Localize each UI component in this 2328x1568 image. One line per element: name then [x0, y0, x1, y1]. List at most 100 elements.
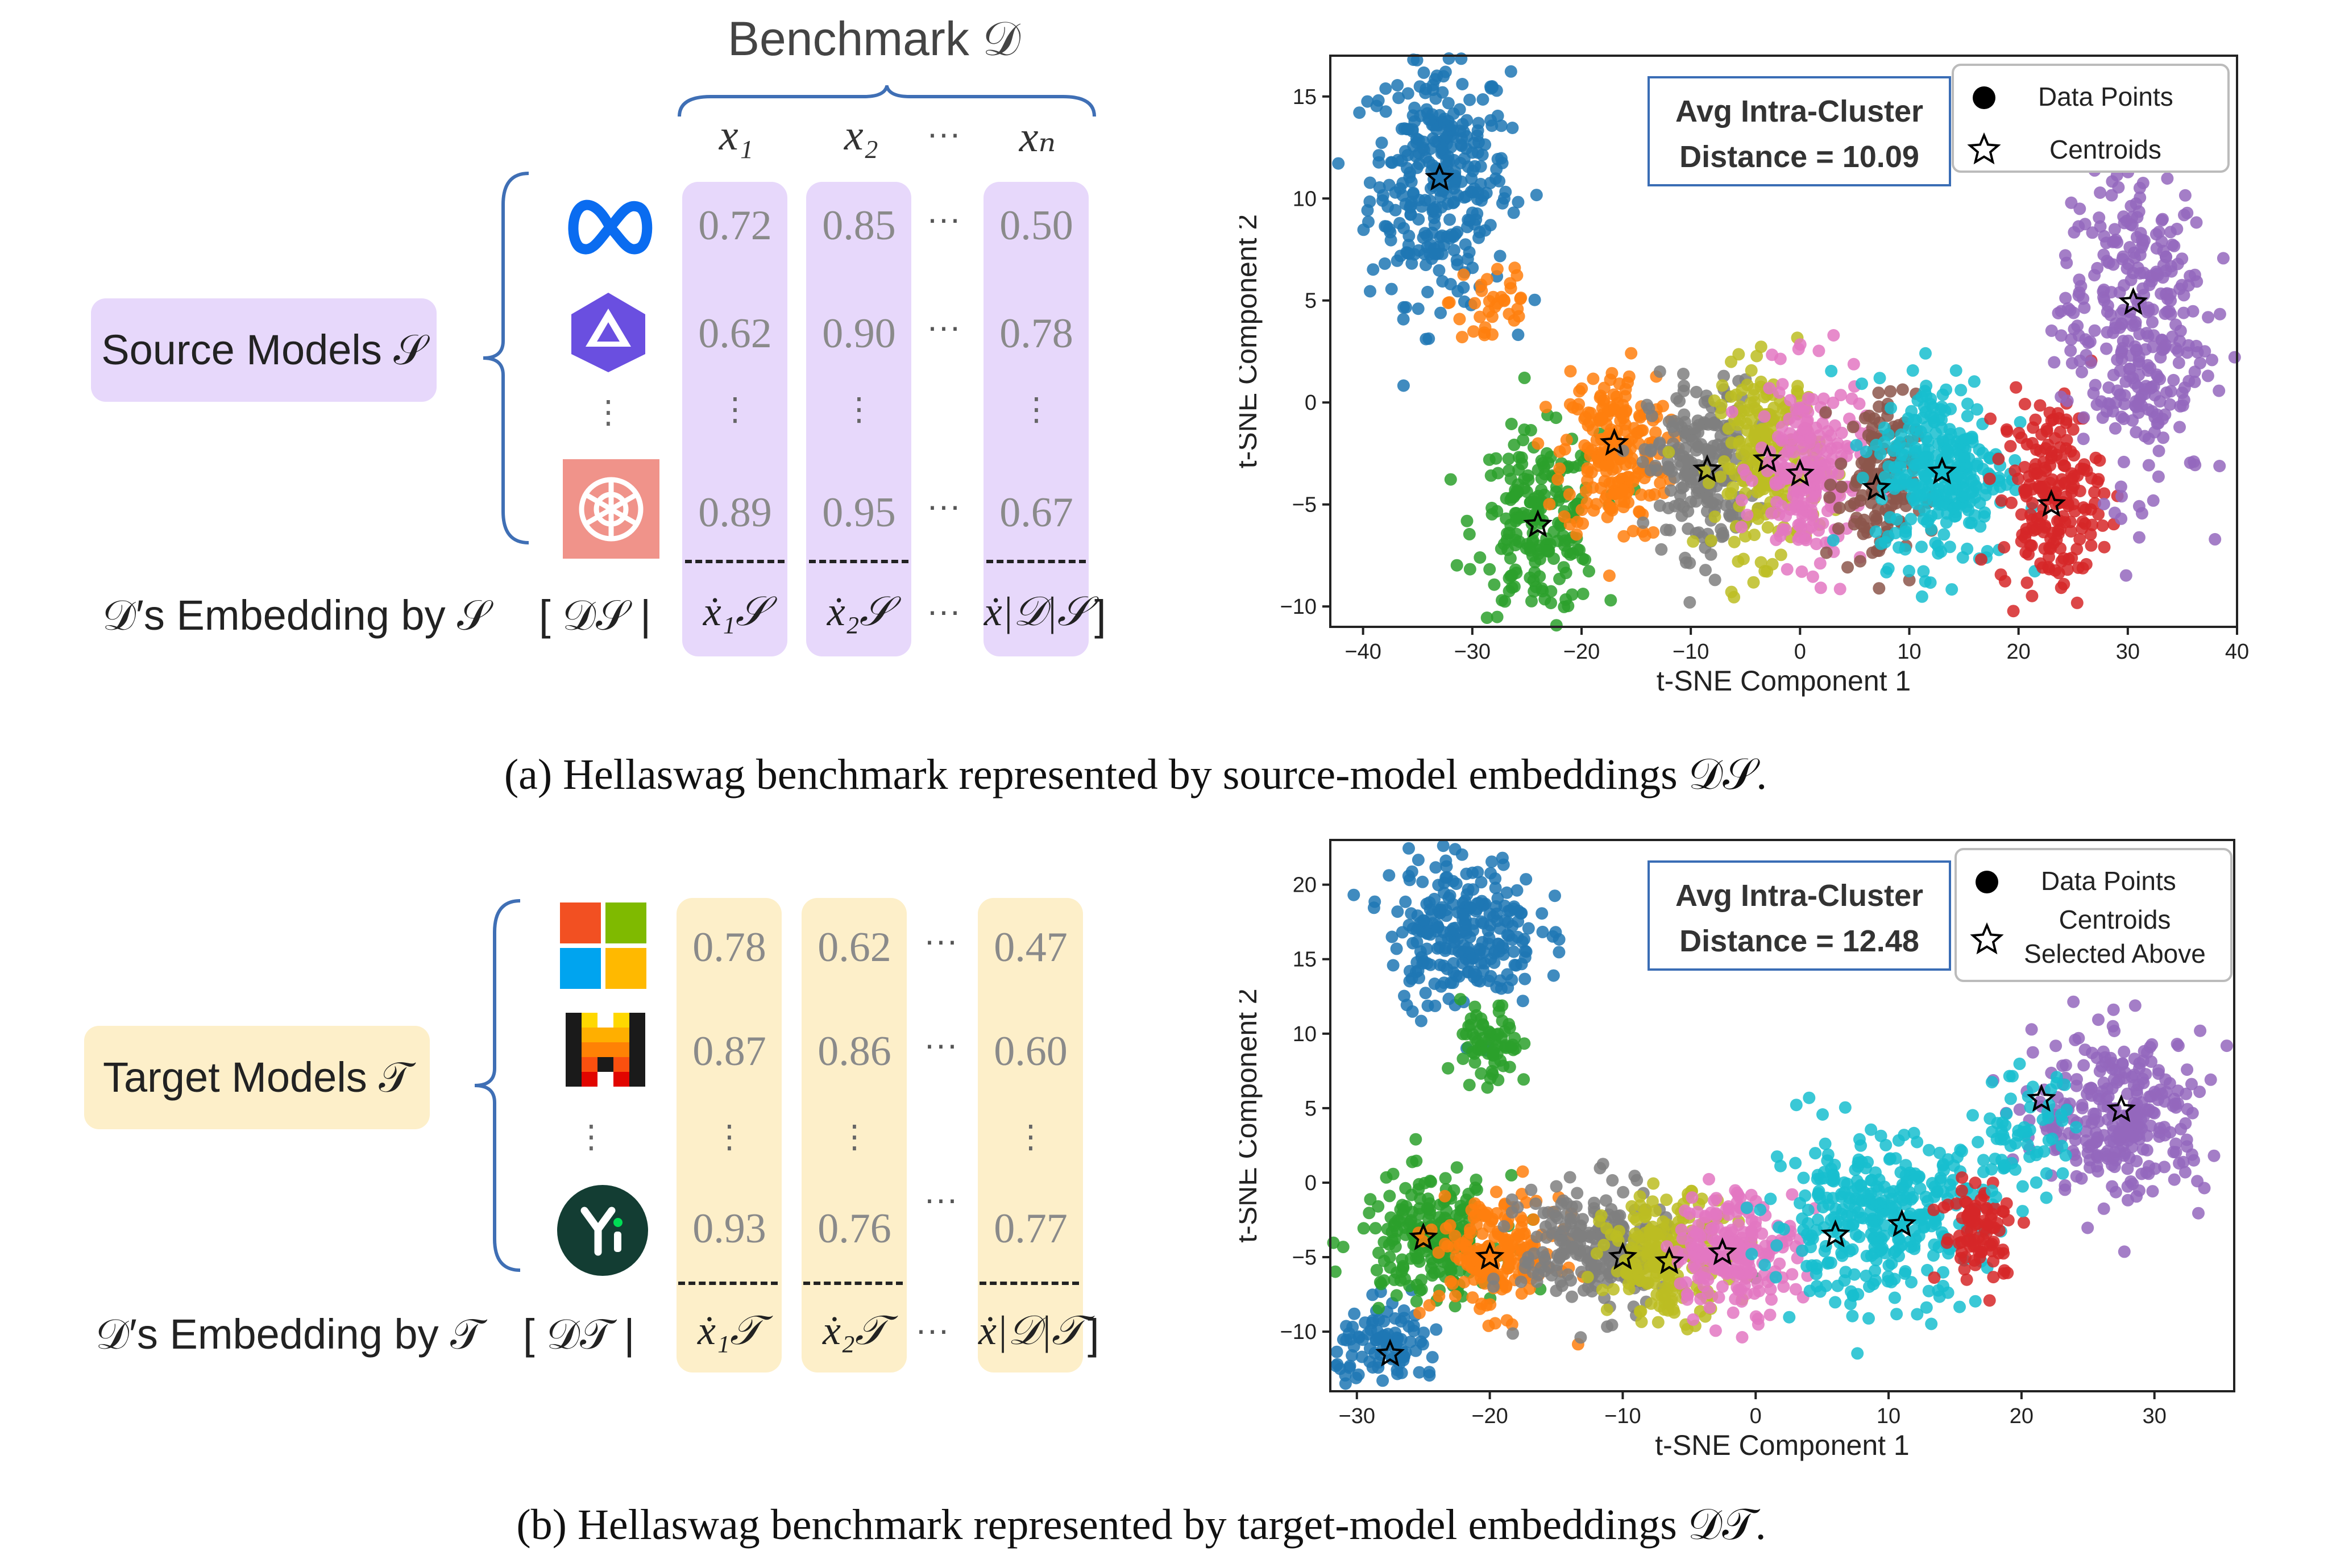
- data-point: [2228, 351, 2241, 364]
- data-point: [1761, 565, 1774, 578]
- data-point: [1883, 1153, 1896, 1166]
- data-point: [1396, 926, 1409, 939]
- data-point: [1439, 65, 1452, 78]
- data-point: [1381, 1222, 1394, 1236]
- data-point: [1343, 1359, 1356, 1372]
- data-point: [1369, 1222, 1382, 1235]
- legend-point-marker: [1973, 86, 1995, 109]
- data-point: [1474, 975, 1487, 988]
- data-point: [1340, 1320, 1352, 1333]
- data-point: [1547, 552, 1560, 565]
- data-point: [2044, 459, 2057, 472]
- data-point: [1394, 1203, 1407, 1216]
- data-point: [1413, 1284, 1426, 1297]
- y-tick-label: 20: [1293, 874, 1317, 897]
- data-point: [2118, 1045, 2131, 1058]
- data-point: [1965, 475, 1978, 488]
- data-point: [1647, 1177, 1660, 1190]
- data-point: [2035, 428, 2048, 441]
- data-point: [1637, 516, 1650, 529]
- data-point: [1406, 937, 1420, 950]
- legend-label: Data Points: [2041, 866, 2176, 896]
- data-point: [1728, 590, 1741, 604]
- data-point: [2204, 1073, 2217, 1086]
- data-point: [1370, 1334, 1383, 1347]
- data-point: [1484, 80, 1497, 93]
- data-point: [2168, 1173, 2181, 1186]
- data-point: [1499, 1040, 1512, 1053]
- data-point: [1754, 340, 1767, 353]
- data-point: [1854, 555, 1867, 568]
- data-point: [1964, 1224, 1977, 1237]
- data-point: [1625, 452, 1638, 465]
- data-point: [1452, 945, 1465, 958]
- data-point: [1588, 1258, 1601, 1271]
- data-point: [1564, 365, 1577, 378]
- y-tick-label: 5: [1305, 289, 1317, 313]
- data-point: [1662, 446, 1675, 459]
- data-point: [1725, 405, 1738, 418]
- data-point: [1687, 535, 1700, 548]
- data-point: [1835, 426, 1848, 439]
- data-point: [1729, 1292, 1742, 1305]
- data-point: [1435, 201, 1448, 214]
- data-point: [1572, 1229, 1584, 1242]
- data-point: [1407, 186, 1420, 199]
- data-point: [2049, 1039, 2063, 1053]
- data-point: [1467, 965, 1480, 978]
- data-point: [1745, 1247, 1758, 1261]
- data-point: [2105, 189, 2118, 202]
- data-point: [1732, 555, 1745, 568]
- target-value: 0.93: [692, 1205, 766, 1252]
- data-point: [1471, 1035, 1484, 1048]
- data-point: [1684, 496, 1698, 508]
- data-point: [1915, 540, 1928, 554]
- data-point: [1789, 1283, 1802, 1296]
- data-point: [1588, 1196, 1600, 1209]
- data-point: [1831, 1279, 1844, 1292]
- source-row-ellipsis: ···: [927, 307, 961, 346]
- data-point: [1370, 1263, 1383, 1276]
- data-point: [1923, 1143, 1936, 1157]
- data-point: [1633, 1190, 1646, 1203]
- data-point: [1463, 93, 1476, 106]
- data-point: [1835, 480, 1848, 493]
- data-point: [1488, 956, 1501, 969]
- target-column-n: [978, 898, 1083, 1372]
- data-point: [2039, 442, 2052, 455]
- data-point: [1463, 563, 1476, 576]
- data-point: [1677, 384, 1690, 397]
- data-point: [1818, 1245, 1831, 1258]
- data-point: [2025, 1023, 2038, 1036]
- data-point: [1936, 434, 1949, 447]
- data-point: [1704, 548, 1717, 561]
- data-point: [1956, 1171, 1969, 1184]
- data-point: [1839, 1101, 1852, 1114]
- data-point: [1419, 987, 1432, 1000]
- x-axis-label: t-SNE Component 1: [1655, 1429, 1909, 1461]
- data-point: [1784, 394, 1797, 407]
- data-point: [1512, 310, 1525, 323]
- data-point: [1833, 583, 1846, 596]
- data-point: [1983, 1239, 1997, 1252]
- data-point: [1750, 350, 1763, 363]
- data-point: [1600, 1303, 1613, 1316]
- annotation-text: Distance = 12.48: [1679, 924, 1919, 958]
- data-point: [1512, 463, 1525, 476]
- data-point: [1456, 118, 1469, 131]
- data-point: [1554, 1275, 1567, 1288]
- data-point: [2065, 196, 2078, 209]
- data-point: [1745, 364, 1758, 377]
- data-point: [1438, 876, 1451, 889]
- data-point: [1363, 195, 1376, 208]
- data-point: [1487, 1045, 1500, 1058]
- source-column-1: [682, 182, 787, 656]
- data-point: [2076, 1099, 2089, 1112]
- data-point: [2209, 533, 2222, 546]
- data-point: [1450, 253, 1463, 267]
- data-point: [2138, 1045, 2151, 1058]
- data-point: [1989, 1153, 2002, 1166]
- source-divider: [986, 560, 1086, 563]
- data-point: [1796, 510, 1809, 523]
- data-point: [1875, 1208, 1888, 1221]
